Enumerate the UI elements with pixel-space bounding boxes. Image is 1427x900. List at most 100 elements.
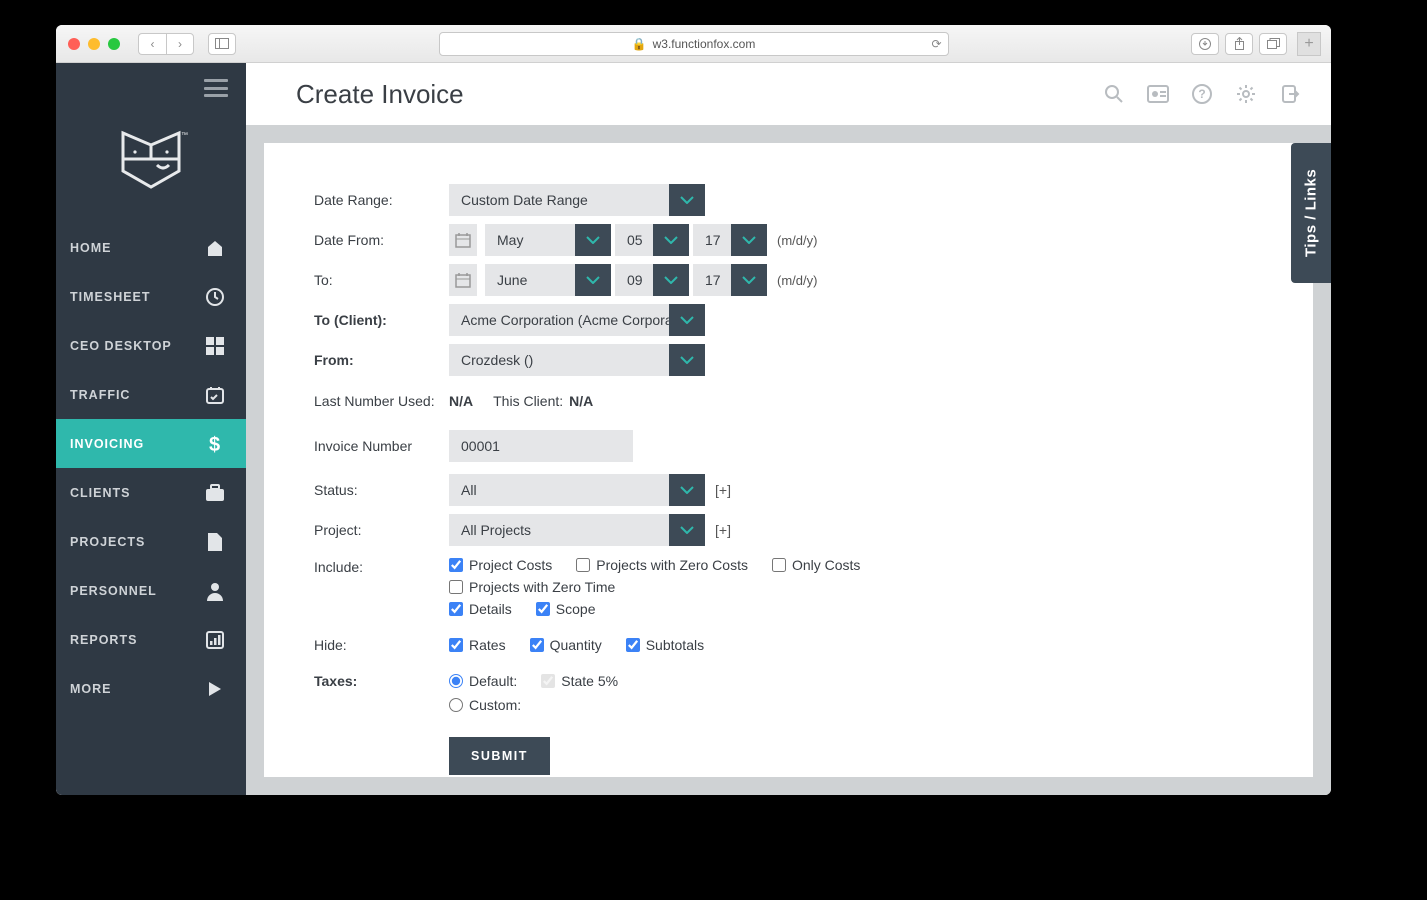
from-company-select[interactable]: Crozdesk () bbox=[449, 344, 705, 376]
to-year-select[interactable]: 17 bbox=[693, 264, 767, 296]
clock-icon bbox=[204, 286, 226, 308]
logout-icon[interactable] bbox=[1279, 83, 1301, 105]
checkbox-quantity[interactable]: Quantity bbox=[530, 637, 602, 653]
checkbox-scope[interactable]: Scope bbox=[536, 601, 596, 617]
back-button[interactable]: ‹ bbox=[138, 33, 166, 55]
play-icon bbox=[204, 678, 226, 700]
form-panel: Date Range: Custom Date Range Date From: bbox=[264, 143, 1313, 777]
chevron-down-icon bbox=[731, 264, 767, 296]
chevron-down-icon bbox=[575, 224, 611, 256]
downloads-button[interactable] bbox=[1191, 33, 1219, 55]
this-client-value: N/A bbox=[569, 393, 593, 409]
svg-text:?: ? bbox=[1198, 87, 1205, 101]
share-button[interactable] bbox=[1225, 33, 1253, 55]
help-icon[interactable]: ? bbox=[1191, 83, 1213, 105]
label-hide: Hide: bbox=[314, 637, 449, 653]
from-day-select[interactable]: 05 bbox=[615, 224, 689, 256]
submit-button[interactable]: SUBMIT bbox=[449, 737, 550, 775]
forward-button[interactable]: › bbox=[166, 33, 194, 55]
contact-icon[interactable] bbox=[1147, 83, 1169, 105]
from-year-select[interactable]: 17 bbox=[693, 224, 767, 256]
sidebar-item-invoicing[interactable]: INVOICING$ bbox=[56, 419, 246, 468]
checkbox-subtotals[interactable]: Subtotals bbox=[626, 637, 704, 653]
checkbox-only-costs[interactable]: Only Costs bbox=[772, 557, 860, 573]
topbar: Create Invoice ? bbox=[246, 63, 1331, 125]
date-range-select[interactable]: Custom Date Range bbox=[449, 184, 705, 216]
add-status-button[interactable]: [+] bbox=[715, 482, 731, 498]
label-from-company: From: bbox=[314, 352, 449, 368]
sidebar-item-traffic[interactable]: TRAFFIC bbox=[56, 370, 246, 419]
sidebar-item-label: MORE bbox=[70, 682, 112, 696]
radio-tax-custom[interactable]: Custom: bbox=[449, 697, 521, 713]
sidebar-item-more[interactable]: MORE bbox=[56, 664, 246, 713]
label-status: Status: bbox=[314, 482, 449, 498]
home-icon bbox=[204, 237, 226, 259]
sidebar-item-home[interactable]: HOME bbox=[56, 223, 246, 272]
close-window-button[interactable] bbox=[68, 38, 80, 50]
chevron-down-icon bbox=[669, 304, 705, 336]
checkbox-tax-state[interactable]: State 5% bbox=[541, 673, 618, 689]
grid-icon bbox=[204, 335, 226, 357]
main-area: Create Invoice ? Date Range: Custom bbox=[246, 63, 1331, 795]
label-this-client: This Client: bbox=[493, 393, 563, 409]
mdy-hint: (m/d/y) bbox=[777, 273, 817, 288]
menu-toggle[interactable] bbox=[56, 63, 246, 113]
label-date-from: Date From: bbox=[314, 232, 449, 248]
label-to-date: To: bbox=[314, 272, 449, 288]
checkbox-projects-zero-time[interactable]: Projects with Zero Time bbox=[449, 579, 615, 595]
sidebar-item-label: TIMESHEET bbox=[70, 290, 151, 304]
tips-links-tab[interactable]: Tips / Links bbox=[1291, 143, 1331, 283]
search-icon[interactable] bbox=[1103, 83, 1125, 105]
chevron-down-icon bbox=[669, 344, 705, 376]
sidebar-item-ceo-desktop[interactable]: CEO DESKTOP bbox=[56, 321, 246, 370]
sidebar-toggle-button[interactable] bbox=[208, 33, 236, 55]
sidebar-item-projects[interactable]: PROJECTS bbox=[56, 517, 246, 566]
status-select[interactable]: All bbox=[449, 474, 705, 506]
client-select[interactable]: Acme Corporation (Acme Corporat bbox=[449, 304, 705, 336]
calendar-icon[interactable] bbox=[449, 224, 477, 256]
calendar-check-icon bbox=[204, 384, 226, 406]
sidebar-item-label: HOME bbox=[70, 241, 112, 255]
sidebar-item-reports[interactable]: REPORTS bbox=[56, 615, 246, 664]
to-month-select[interactable]: June bbox=[485, 264, 611, 296]
person-icon bbox=[204, 580, 226, 602]
app-container: ™ HOME TIMESHEET CEO DESKTOP TRAFFIC INVOICI… bbox=[56, 63, 1331, 795]
radio-tax-default[interactable]: Default: bbox=[449, 673, 517, 689]
svg-text:$: $ bbox=[209, 434, 221, 455]
sidebar-item-label: CEO DESKTOP bbox=[70, 339, 172, 353]
checkbox-details[interactable]: Details bbox=[449, 601, 512, 617]
project-select[interactable]: All Projects bbox=[449, 514, 705, 546]
hamburger-icon bbox=[204, 79, 228, 97]
sidebar-item-clients[interactable]: CLIENTS bbox=[56, 468, 246, 517]
new-tab-button[interactable]: + bbox=[1297, 32, 1321, 56]
page-title: Create Invoice bbox=[296, 79, 464, 110]
to-day-select[interactable]: 09 bbox=[615, 264, 689, 296]
minimize-window-button[interactable] bbox=[88, 38, 100, 50]
settings-icon[interactable] bbox=[1235, 83, 1257, 105]
label-project: Project: bbox=[314, 522, 449, 538]
dollar-icon: $ bbox=[204, 433, 226, 455]
invoice-number-input[interactable] bbox=[449, 430, 633, 462]
maximize-window-button[interactable] bbox=[108, 38, 120, 50]
address-bar[interactable]: 🔒 w3.functionfox.com ⟳ bbox=[439, 32, 949, 56]
label-last-number: Last Number Used: bbox=[314, 393, 449, 409]
chevron-down-icon bbox=[669, 474, 705, 506]
browser-chrome: ‹ › 🔒 w3.functionfox.com ⟳ + bbox=[56, 25, 1331, 63]
sidebar: ™ HOME TIMESHEET CEO DESKTOP TRAFFIC INVOICI… bbox=[56, 63, 246, 795]
window-controls bbox=[68, 38, 120, 50]
checkbox-rates[interactable]: Rates bbox=[449, 637, 506, 653]
sidebar-item-label: REPORTS bbox=[70, 633, 137, 647]
add-project-button[interactable]: [+] bbox=[715, 522, 731, 538]
sidebar-item-timesheet[interactable]: TIMESHEET bbox=[56, 272, 246, 321]
svg-text:™: ™ bbox=[181, 132, 188, 139]
label-include: Include: bbox=[314, 555, 449, 575]
checkbox-projects-zero-costs[interactable]: Projects with Zero Costs bbox=[576, 557, 748, 573]
tabs-button[interactable] bbox=[1259, 33, 1287, 55]
calendar-icon[interactable] bbox=[449, 264, 477, 296]
sidebar-item-personnel[interactable]: PERSONNEL bbox=[56, 566, 246, 615]
label-client: To (Client): bbox=[314, 312, 449, 328]
from-month-select[interactable]: May bbox=[485, 224, 611, 256]
sidebar-item-label: TRAFFIC bbox=[70, 388, 130, 402]
reload-icon[interactable]: ⟳ bbox=[931, 37, 941, 51]
checkbox-project-costs[interactable]: Project Costs bbox=[449, 557, 552, 573]
